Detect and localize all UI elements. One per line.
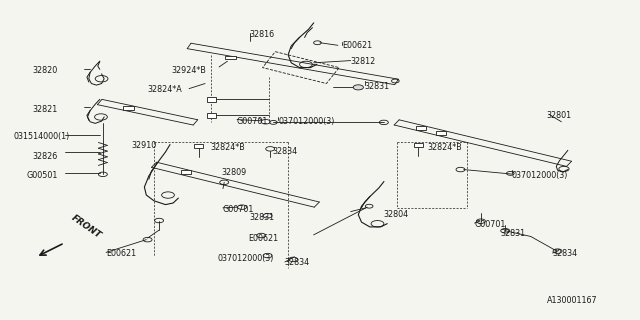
Bar (207, 113, 216, 118)
Text: 32804: 32804 (384, 210, 409, 219)
Bar (436, 131, 447, 135)
Text: 32809: 32809 (221, 168, 246, 177)
Text: 32831: 32831 (500, 229, 525, 238)
Text: 32826: 32826 (33, 152, 58, 161)
Text: 037012000(3): 037012000(3) (278, 117, 335, 126)
Text: 031514000(1): 031514000(1) (13, 132, 70, 140)
Text: 32824*B: 32824*B (428, 143, 462, 152)
Text: 32910: 32910 (132, 141, 157, 150)
Bar (207, 97, 216, 102)
Text: G00701: G00701 (474, 220, 506, 229)
Text: E00621: E00621 (248, 234, 278, 243)
Bar (124, 106, 134, 110)
Bar (414, 143, 423, 147)
Bar (416, 126, 426, 130)
Text: 32834: 32834 (552, 250, 577, 259)
Text: E00621: E00621 (106, 250, 136, 259)
Text: FRONT: FRONT (70, 213, 103, 240)
Text: 32812: 32812 (351, 57, 376, 66)
Text: E00621: E00621 (342, 41, 372, 51)
Text: A130001167: A130001167 (547, 296, 597, 305)
Text: 32821: 32821 (33, 105, 58, 114)
Text: G00701: G00701 (223, 205, 254, 214)
Text: 32824*B: 32824*B (210, 143, 245, 152)
Text: 32820: 32820 (33, 66, 58, 75)
Text: 32801: 32801 (547, 111, 572, 120)
Circle shape (261, 120, 270, 124)
Text: 037012000(3): 037012000(3) (218, 254, 274, 263)
Bar (225, 56, 236, 59)
Text: 32831: 32831 (365, 82, 390, 91)
Text: 32834: 32834 (285, 258, 310, 267)
Bar (194, 144, 203, 148)
Text: 32816: 32816 (250, 30, 275, 39)
Bar (180, 170, 191, 174)
Text: G00701: G00701 (237, 117, 268, 126)
Text: 32831: 32831 (250, 213, 275, 222)
Text: 32824*A: 32824*A (148, 85, 182, 94)
Text: 32924*B: 32924*B (172, 66, 207, 75)
Text: 32834: 32834 (272, 147, 297, 156)
Circle shape (353, 85, 364, 90)
Text: 037012000(3): 037012000(3) (511, 172, 568, 180)
Text: G00501: G00501 (26, 172, 58, 180)
